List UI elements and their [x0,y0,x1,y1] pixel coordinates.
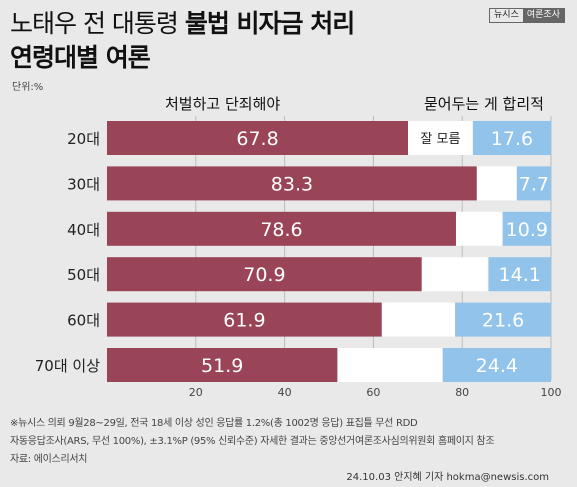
tick-label: 40 [278,386,292,399]
bar-segment [107,302,382,337]
category-label: 70대 이상 [35,357,100,375]
data-label: 67.8 [236,128,278,150]
category-label: 20대 [67,130,100,148]
bar-segment [502,211,551,246]
bar-segment [408,121,473,155]
category-label: 60대 [67,312,100,330]
data-label: 7.7 [519,173,549,195]
category-label: 40대 [67,221,100,239]
tick-label: 80 [455,386,469,399]
data-label: 17.6 [491,128,533,150]
bar-segment [107,121,409,155]
legend-punish: 처벌하고 단죄해야 [165,95,281,113]
bar-segment [107,348,338,382]
legend-bury: 묻어두는 게 합리적 [424,95,544,113]
title-bold: 불법 비자금 처리 [184,9,355,38]
footnote-survey: ※뉴시스 의뢰 9월28~29일, 전국 18세 이상 성인 응답률 1.2%(… [10,418,418,429]
data-label: 78.6 [260,219,302,241]
bar-segment [472,121,551,155]
footnote-method: 자동응답조사(ARS, 무선 100%), ±3.1%P (95% 신뢰수준) … [10,436,495,447]
bar-segment [337,348,443,382]
bar-segment [488,257,551,292]
bar-segment [455,211,503,246]
data-label: 21.6 [482,310,524,332]
category-label: 30대 [67,175,100,193]
bar-segment [455,302,551,337]
badge-part-2: 여론조사 [522,9,564,22]
tick-label: 100 [541,386,562,399]
bar-segment [421,257,489,292]
data-label: 51.9 [201,355,243,377]
category-label: 50대 [67,266,100,284]
bar-segment [107,166,477,201]
bar-segment [442,348,551,382]
bar-segment [107,257,422,292]
data-label: 70.9 [243,264,285,286]
bar-segment [516,166,551,201]
newsis-poll-badge: 뉴시스 여론조사 [489,8,565,23]
data-label: 10.9 [506,219,548,241]
data-label: 24.4 [476,355,518,377]
badge-part-1: 뉴시스 [494,10,519,20]
credit-line: 24.10.03 안지혜 기자 hokma@newsis.com [346,472,549,483]
data-label: 61.9 [223,310,265,332]
tick-label: 20 [189,386,203,399]
legend-unknown-label: 잘 모름 [420,132,460,147]
data-label: 83.3 [271,173,313,195]
title-plain: 노태우 전 대통령 [10,9,185,38]
bar-segment [381,302,456,337]
bar-segment [476,166,517,201]
tick-label: 60 [366,386,380,399]
title-line-1: 노태우 전 대통령 불법 비자금 처리 [10,4,355,40]
title-line-2: 연령대별 여론 [10,43,151,72]
bar-segment [107,211,456,246]
unit-label: 단위:% [12,82,44,93]
data-label: 14.1 [499,264,541,286]
footnote-source: 자료: 에이스리서치 [10,454,88,465]
